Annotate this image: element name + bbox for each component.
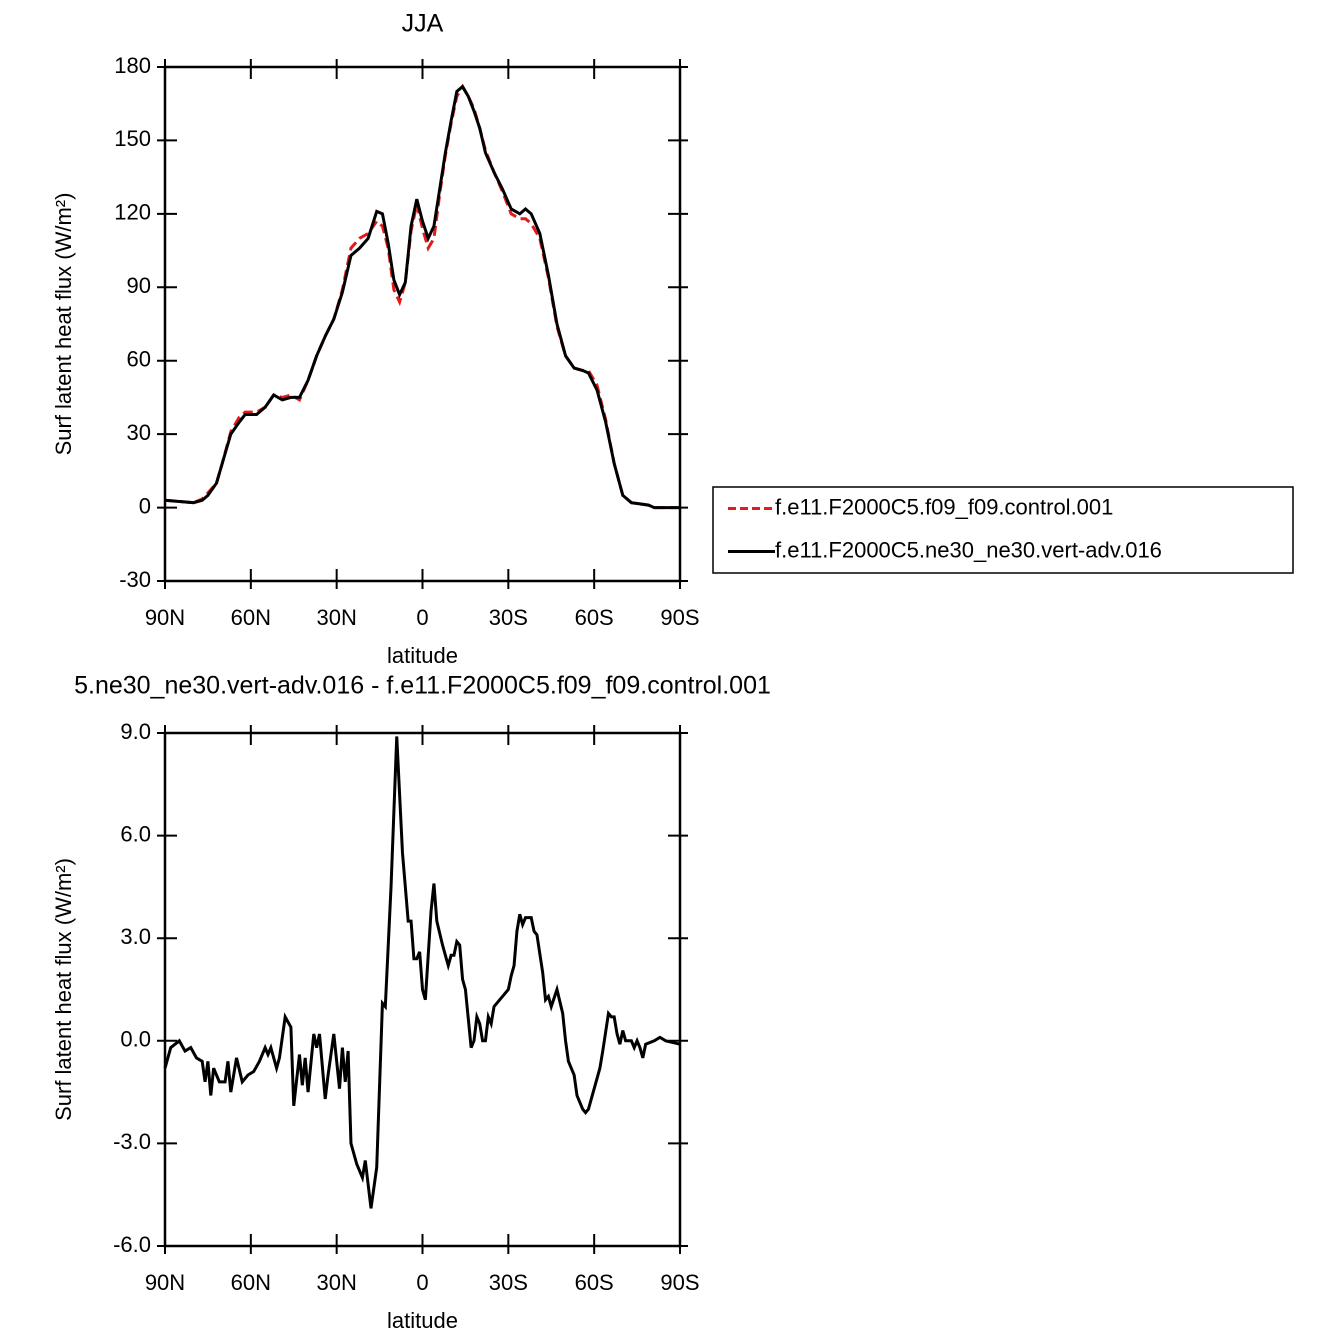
y-tick-label: 9.0 bbox=[120, 719, 151, 744]
x-tick-label: 30S bbox=[489, 605, 528, 630]
y-axis-label: Surf latent heat flux (W/m²) bbox=[51, 858, 76, 1121]
y-tick-label: -30 bbox=[119, 567, 151, 592]
plot-frame bbox=[163, 731, 682, 1248]
data-line bbox=[163, 736, 681, 1209]
y-tick-label: 120 bbox=[114, 200, 151, 225]
x-tick-label: 90N bbox=[145, 605, 185, 630]
y-tick-label: 0 bbox=[139, 493, 151, 518]
legend-label: f.e11.F2000C5.f09_f09.control.001 bbox=[775, 494, 1113, 519]
x-axis-label: latitude bbox=[387, 643, 458, 668]
plot-frame bbox=[163, 65, 682, 583]
data-line bbox=[164, 84, 680, 510]
chart-title: 5.ne30_ne30.vert-adv.016 - f.e11.F2000C5… bbox=[74, 672, 771, 700]
x-tick-label: 90N bbox=[145, 1270, 185, 1295]
legend-box bbox=[712, 486, 1294, 574]
x-tick-label: 90S bbox=[660, 1270, 699, 1295]
x-tick-label: 30N bbox=[316, 1270, 356, 1295]
y-tick-label: 3.0 bbox=[120, 924, 151, 949]
y-axis-label: Surf latent heat flux (W/m²) bbox=[51, 193, 76, 456]
x-tick-label: 60N bbox=[231, 605, 271, 630]
x-tick-label: 0 bbox=[416, 1270, 428, 1295]
chart-title: JJA bbox=[402, 10, 444, 38]
data-line bbox=[164, 83, 680, 510]
x-axis-label: latitude bbox=[387, 1308, 458, 1333]
x-tick-label: 60S bbox=[575, 1270, 614, 1295]
legend-label: f.e11.F2000C5.ne30_ne30.vert-adv.016 bbox=[775, 537, 1162, 562]
y-tick-label: 30 bbox=[127, 420, 151, 445]
x-tick-label: 90S bbox=[660, 605, 699, 630]
y-tick-label: 0.0 bbox=[120, 1027, 151, 1052]
x-tick-label: 0 bbox=[416, 605, 428, 630]
y-tick-label: 6.0 bbox=[120, 821, 151, 846]
y-tick-label: 60 bbox=[127, 347, 151, 372]
x-tick-label: 30N bbox=[316, 605, 356, 630]
x-tick-label: 60N bbox=[231, 1270, 271, 1295]
y-tick-label: 90 bbox=[127, 273, 151, 298]
y-tick-label: 150 bbox=[114, 126, 151, 151]
y-tick-label: 180 bbox=[114, 53, 151, 78]
x-tick-label: 60S bbox=[575, 605, 614, 630]
y-tick-label: -3.0 bbox=[113, 1129, 151, 1154]
x-tick-label: 30S bbox=[489, 1270, 528, 1295]
y-tick-label: -6.0 bbox=[113, 1232, 151, 1257]
